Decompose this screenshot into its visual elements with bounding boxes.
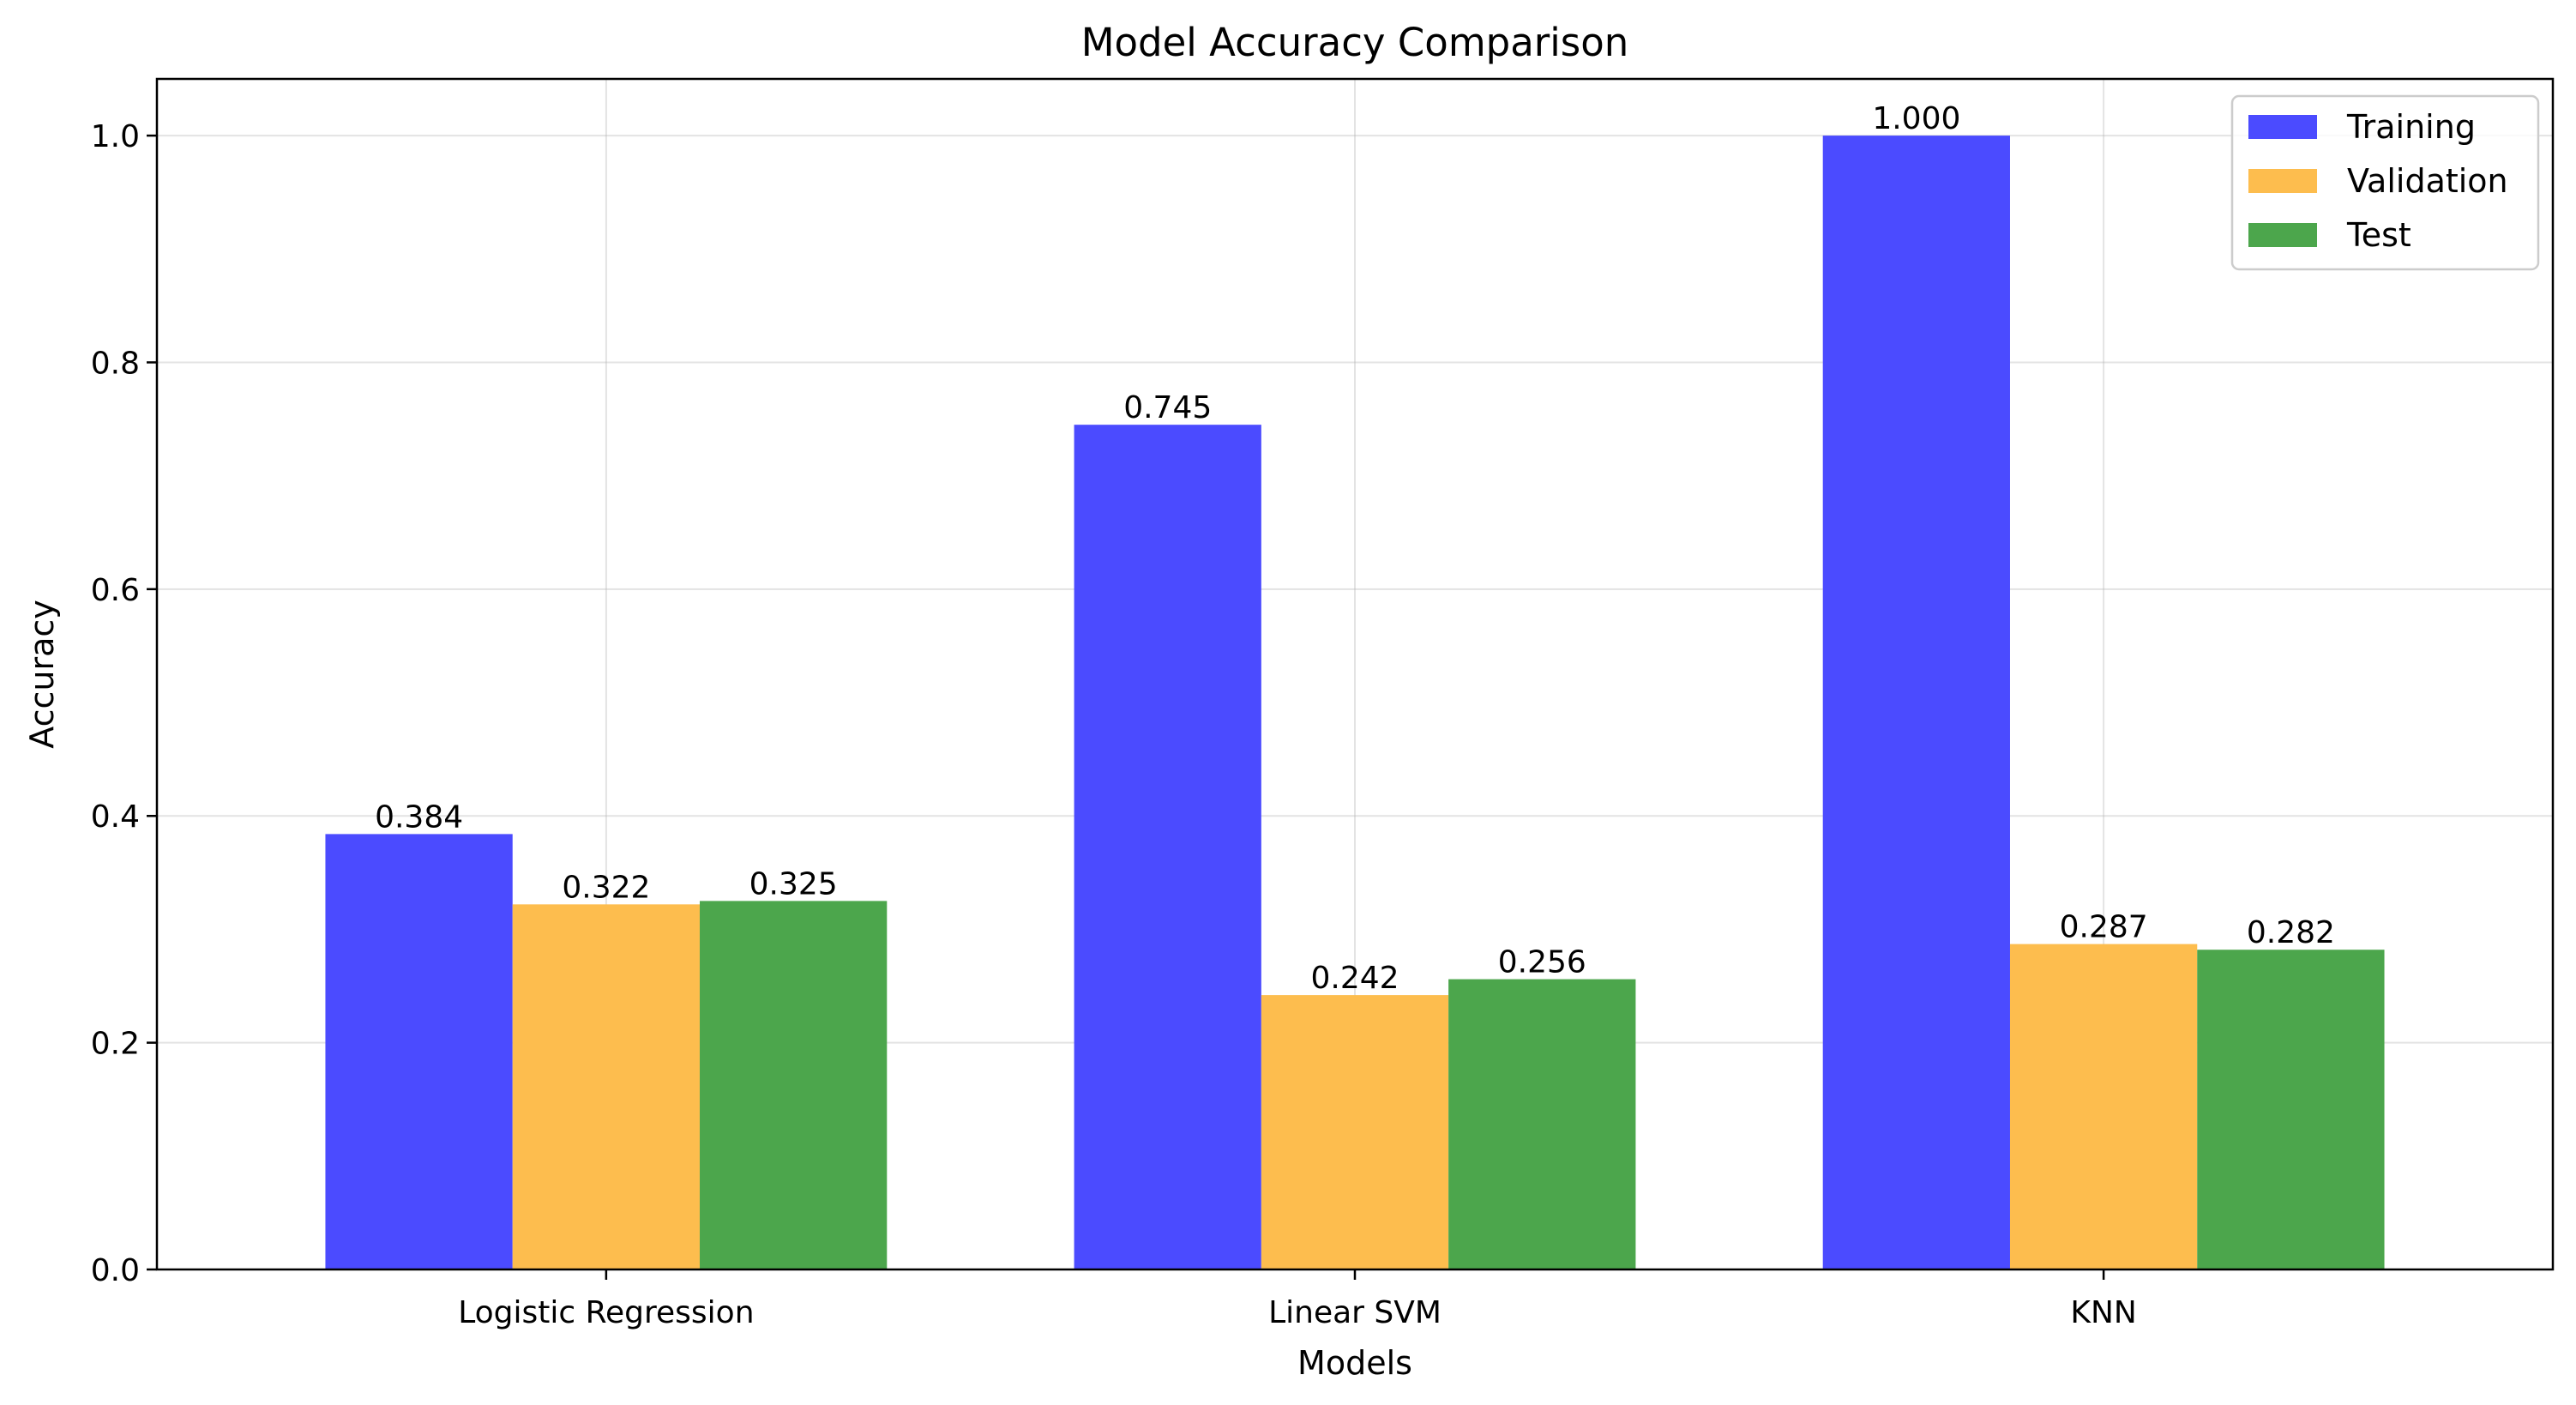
- bar-value-labels: 0.384 0.745 1.000 0.322 0.242 0.287 0.325 0.256…: [375, 101, 2335, 996]
- legend: Training Validation Test: [2230, 94, 2540, 271]
- bar-value-label: 0.287: [2060, 910, 2148, 945]
- bar-training-0: [325, 834, 513, 1269]
- bar-test-2: [2197, 950, 2385, 1269]
- bar-validation-2: [2009, 944, 2198, 1269]
- chart-title: Model Accuracy Comparison: [1081, 20, 1629, 65]
- y-tick-label: 0.6: [91, 573, 140, 608]
- y-tick-label: 0.2: [91, 1027, 140, 1062]
- bar-training-2: [1822, 136, 2010, 1270]
- x-tick-label: Linear SVM: [1268, 1295, 1441, 1330]
- legend-label-test: Test: [2346, 216, 2411, 254]
- legend-swatch-validation: [2248, 169, 2317, 193]
- bar-value-label: 0.322: [562, 870, 650, 905]
- x-tick-label: KNN: [2070, 1295, 2136, 1330]
- bar-value-label: 1.000: [1872, 101, 1960, 136]
- bar-value-label: 0.745: [1123, 390, 1212, 425]
- y-tick-label: 1.0: [91, 119, 140, 154]
- bar-value-label: 0.282: [2247, 915, 2335, 950]
- bar-validation-0: [512, 904, 701, 1269]
- bars: [325, 136, 2385, 1270]
- legend-swatch-test: [2248, 223, 2317, 247]
- x-tick-label: Logistic Regression: [458, 1295, 754, 1330]
- bar-validation-1: [1261, 995, 1449, 1269]
- y-tick-label: 0.4: [91, 799, 140, 835]
- bar-training-1: [1074, 425, 1261, 1270]
- legend-label-training: Training: [2346, 108, 2476, 146]
- x-axis-label: Models: [1297, 1344, 1412, 1382]
- bar-value-label: 0.242: [1310, 961, 1399, 996]
- legend-swatch-training: [2248, 115, 2317, 139]
- legend-label-validation: Validation: [2347, 162, 2508, 200]
- bar-test-1: [1448, 979, 1636, 1269]
- bar-test-0: [700, 901, 888, 1269]
- bar-value-label: 0.256: [1498, 945, 1586, 980]
- y-axis-label: Accuracy: [23, 600, 61, 749]
- y-tick-label: 0.0: [91, 1253, 140, 1288]
- y-tick-label: 0.8: [91, 346, 140, 381]
- axis-ticks: 0.0 0.2 0.4 0.6 0.8 1.0 Logistic Regression Lin…: [91, 119, 2137, 1330]
- bar-value-label: 0.325: [749, 866, 838, 901]
- bar-value-label: 0.384: [375, 799, 463, 835]
